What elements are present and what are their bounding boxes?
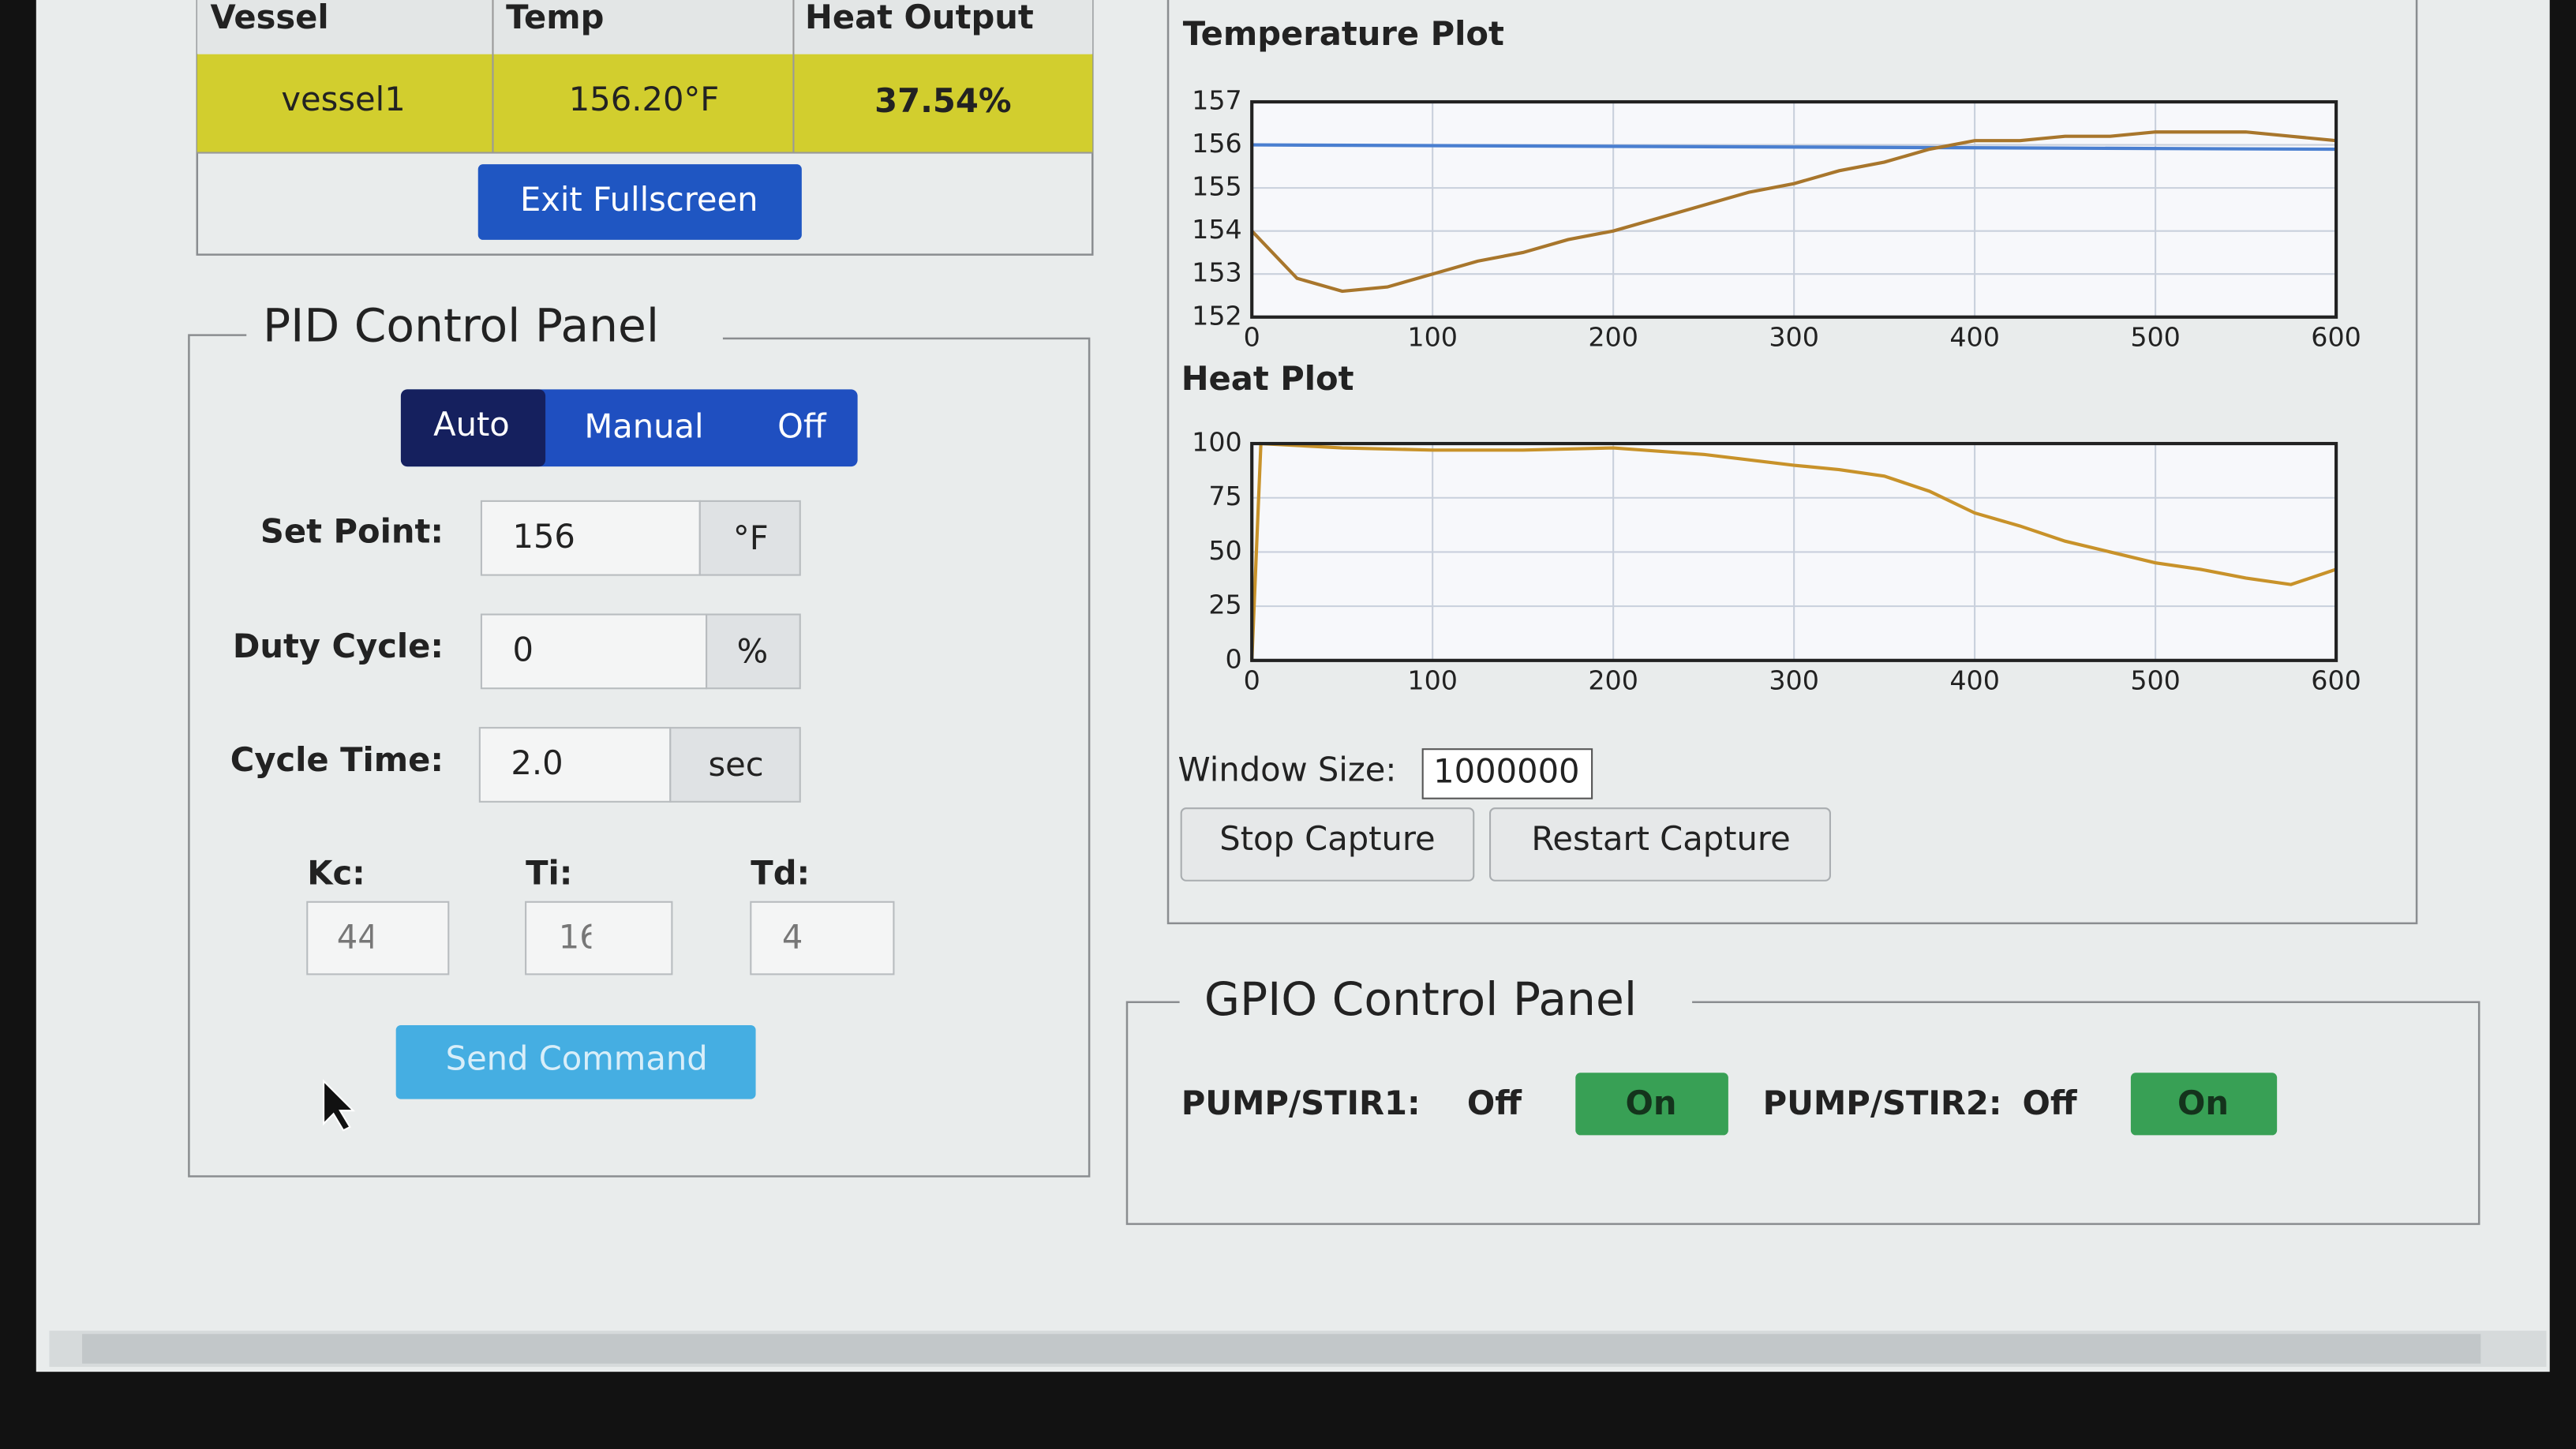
x-tick-label: 100 [1407, 665, 1458, 695]
x-tick-label: 400 [1949, 665, 2000, 695]
field-label: Set Point: [260, 512, 444, 551]
exit-button-label[interactable]: Exit Fullscreen [520, 180, 758, 219]
gpio-on-label[interactable]: On [2177, 1084, 2229, 1122]
data-line [1250, 130, 2337, 294]
table-header-cell: Vessel [210, 0, 328, 36]
field-unit-box [669, 727, 801, 803]
field-label: Cycle Time: [230, 740, 444, 779]
x-tick-label: 300 [1769, 665, 1819, 695]
x-tick-label: 600 [2311, 321, 2361, 352]
field-unit-box [698, 500, 801, 576]
stop-capture-button[interactable] [1180, 807, 1475, 882]
table-cell: 156.20°F [569, 80, 719, 118]
x-tick-label: 600 [2311, 665, 2361, 695]
y-tick-label: 25 [1208, 590, 1241, 620]
gpio-on-button[interactable] [1575, 1073, 1728, 1136]
send-button-label[interactable]: Send Command [446, 1039, 708, 1078]
chart-title: Temperature Plot [1183, 14, 1504, 53]
tuning-value[interactable]: 4 [782, 918, 803, 957]
gpio-label: PUMP/STIR2: [1763, 1084, 2002, 1122]
window-size-label: Window Size: [1178, 750, 1397, 788]
y-tick-label: 156 [1192, 128, 1242, 159]
y-tick-label: 157 [1192, 85, 1242, 116]
mode-label[interactable]: Auto [433, 405, 510, 444]
data-line [1250, 441, 2337, 661]
field-value[interactable]: 2.0 [511, 743, 563, 782]
field-input[interactable] [478, 727, 672, 803]
field-unit: sec [708, 745, 763, 784]
mode-label[interactable]: Off [777, 406, 827, 445]
table-header-cell: Heat Output [805, 0, 1034, 36]
field-value[interactable]: 156 [512, 517, 575, 556]
x-tick-label: 200 [1588, 665, 1638, 695]
tuning-value[interactable]: 44 [337, 918, 379, 957]
tuning-input[interactable] [306, 900, 450, 975]
table-row [197, 54, 1093, 153]
window-size-value[interactable]: 1000000 [1433, 751, 1579, 790]
gpio-title: GPIO Control Panel [1204, 972, 1637, 1026]
tuning-label: Kc: [307, 854, 365, 893]
pid-fieldset [188, 334, 1091, 1178]
tuning-value[interactable]: 16 [559, 918, 601, 957]
x-tick-label: 200 [1588, 321, 1638, 352]
button-label[interactable]: Restart Capture [1531, 819, 1790, 858]
field-input[interactable] [480, 500, 701, 576]
table-cell: 37.54% [874, 81, 1011, 120]
window-size-input[interactable] [1421, 748, 1593, 799]
table-header [197, 0, 1093, 54]
y-tick-label: 50 [1208, 535, 1241, 566]
gpio-on-label[interactable]: On [1626, 1084, 1677, 1122]
y-tick-label: 100 [1192, 427, 1242, 458]
gpio-off[interactable]: Off [1467, 1084, 1522, 1122]
table-header-cell: Temp [506, 0, 604, 36]
field-input[interactable] [480, 613, 708, 690]
y-tick-label: 154 [1192, 214, 1242, 245]
x-tick-label: 500 [2130, 665, 2181, 695]
plot-frame [1250, 441, 2338, 662]
restart-capture-button[interactable] [1489, 807, 1831, 882]
field-unit-box [706, 613, 801, 690]
tuning-label: Ti: [526, 854, 572, 893]
mode-label[interactable]: Manual [584, 406, 703, 445]
data-line [1252, 143, 2337, 152]
x-tick-label: 300 [1769, 321, 1819, 352]
field-value[interactable]: 0 [512, 630, 533, 668]
exit-button[interactable] [477, 164, 802, 240]
x-tick-label: 400 [1949, 321, 2000, 352]
send-button[interactable] [395, 1024, 756, 1099]
table-cell: vessel1 [281, 80, 405, 118]
button-label[interactable]: Stop Capture [1219, 819, 1435, 858]
x-tick-label: 100 [1407, 321, 1458, 352]
y-tick-label: 152 [1192, 300, 1242, 331]
y-tick-label: 75 [1208, 481, 1241, 511]
tuning-input[interactable] [750, 900, 895, 975]
gpio-on-button[interactable] [2130, 1073, 2278, 1136]
scrollbar-thumb[interactable] [82, 1334, 2481, 1364]
x-tick-label: 500 [2130, 321, 2181, 352]
gpio-fieldset [1125, 1001, 2481, 1226]
chart-title: Heat Plot [1181, 359, 1354, 398]
plot-panel [1166, 0, 2418, 925]
y-tick-label: 153 [1192, 257, 1242, 288]
gpio-off[interactable]: Off [2022, 1084, 2077, 1122]
x-tick-label: 0 [1244, 321, 1260, 352]
mode-auto[interactable] [400, 389, 546, 467]
pid-title: PID Control Panel [263, 298, 659, 352]
plot-frame [1250, 99, 2338, 319]
tuning-input[interactable] [525, 900, 673, 975]
x-tick-label: 0 [1244, 665, 1260, 695]
tuning-label: Td: [751, 854, 810, 893]
field-unit: % [737, 631, 769, 670]
field-unit: °F [733, 519, 769, 557]
gpio-label: PUMP/STIR1: [1181, 1084, 1421, 1122]
y-tick-label: 0 [1226, 643, 1242, 674]
y-tick-label: 155 [1192, 171, 1242, 202]
cursor [323, 1079, 356, 1132]
field-label: Duty Cycle: [233, 627, 444, 665]
